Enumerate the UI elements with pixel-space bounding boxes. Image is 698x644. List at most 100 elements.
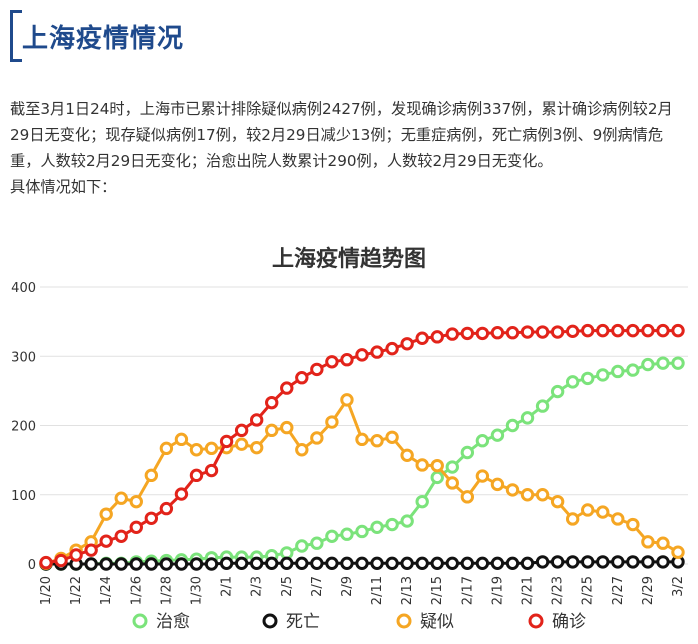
legend-marker-icon <box>262 613 278 629</box>
data-point <box>415 458 429 472</box>
data-point <box>280 546 294 560</box>
x-tick-label: 2/13 <box>400 576 415 605</box>
legend-marker-icon <box>132 613 148 629</box>
data-point <box>84 557 98 571</box>
data-point <box>505 418 520 433</box>
data-point <box>340 393 354 407</box>
data-point <box>144 557 159 571</box>
data-point <box>611 555 625 569</box>
x-tick-label: 1/26 <box>129 576 144 605</box>
data-point <box>69 548 83 562</box>
data-point <box>430 458 444 473</box>
data-point <box>325 415 339 429</box>
intro-text: 截至3月1日24时，上海市已累计排除疑似病例2427例，发现确诊病例337例，累… <box>10 96 692 200</box>
y-tick-label: 400 <box>11 281 36 296</box>
data-point <box>611 364 625 379</box>
x-tick-label: 2/17 <box>460 576 475 605</box>
data-point <box>626 555 640 569</box>
series-治愈 <box>39 356 685 571</box>
x-tick-label: 2/29 <box>641 576 656 605</box>
data-point <box>520 556 535 571</box>
data-point <box>355 556 369 571</box>
data-point <box>144 511 159 525</box>
x-tick-label: 1/24 <box>99 576 114 605</box>
data-point <box>174 487 189 501</box>
legend-marker-icon <box>528 613 544 629</box>
data-point <box>565 512 580 526</box>
data-point <box>385 517 399 532</box>
data-point <box>189 468 204 483</box>
data-point <box>340 527 354 541</box>
data-point <box>280 556 294 571</box>
data-point <box>671 356 685 370</box>
data-point <box>535 555 550 569</box>
x-tick-label: 2/5 <box>280 576 295 597</box>
data-point <box>174 557 189 571</box>
data-point <box>445 327 459 341</box>
data-point <box>656 356 670 370</box>
data-point <box>490 428 505 442</box>
section-title: 上海疫情情况 <box>22 24 185 54</box>
data-point <box>415 494 429 509</box>
data-point <box>535 325 550 339</box>
y-tick-label: 100 <box>11 489 36 504</box>
data-point <box>641 535 655 549</box>
data-point <box>295 556 309 571</box>
data-point <box>129 520 143 534</box>
data-point <box>129 557 143 571</box>
data-point <box>611 512 625 526</box>
chart-title: 上海疫情趋势图 <box>272 246 426 272</box>
data-point <box>219 556 234 571</box>
data-point <box>505 326 520 340</box>
data-point <box>520 325 535 339</box>
data-point <box>204 441 219 456</box>
data-point <box>280 381 294 395</box>
x-tick-label: 2/7 <box>310 576 325 597</box>
data-point <box>430 330 444 344</box>
data-point <box>415 556 429 571</box>
x-tick-label: 2/23 <box>551 576 566 605</box>
data-point <box>400 514 414 528</box>
y-tick-label: 0 <box>28 558 36 573</box>
data-point <box>430 556 444 571</box>
data-point <box>129 494 143 509</box>
data-point <box>626 363 640 377</box>
legend-item: 治愈 <box>132 612 190 632</box>
x-tick-label: 2/21 <box>521 576 536 605</box>
data-point <box>265 395 279 410</box>
data-point <box>596 368 610 382</box>
chart-grid <box>40 286 688 565</box>
data-point <box>99 534 113 548</box>
data-point <box>596 323 610 338</box>
data-point <box>400 556 414 571</box>
data-point <box>550 494 565 509</box>
data-point <box>234 437 249 451</box>
data-point <box>114 557 128 571</box>
data-point <box>310 431 324 445</box>
x-tick-label: 3/2 <box>671 576 686 597</box>
data-point <box>550 555 565 569</box>
data-point <box>114 529 128 543</box>
data-point <box>490 556 505 571</box>
legend-label: 死亡 <box>286 612 320 632</box>
data-point <box>475 469 490 483</box>
data-point <box>385 556 399 571</box>
data-point <box>415 331 429 345</box>
series-line <box>45 396 679 565</box>
legend-label: 确诊 <box>552 612 586 632</box>
data-point <box>460 556 475 571</box>
data-point <box>99 507 113 521</box>
data-point <box>565 324 580 339</box>
y-tick-label: 200 <box>11 420 36 435</box>
data-point <box>174 432 189 447</box>
data-point <box>535 399 550 413</box>
data-point <box>325 556 339 571</box>
legend-item: 疑似 <box>396 612 454 632</box>
data-point <box>385 341 399 356</box>
data-point <box>641 357 655 372</box>
data-point <box>596 555 610 569</box>
x-tick-label: 1/30 <box>189 576 204 605</box>
data-point <box>295 443 309 457</box>
y-tick-label: 300 <box>11 350 36 365</box>
legend-marker-icon <box>396 613 412 629</box>
